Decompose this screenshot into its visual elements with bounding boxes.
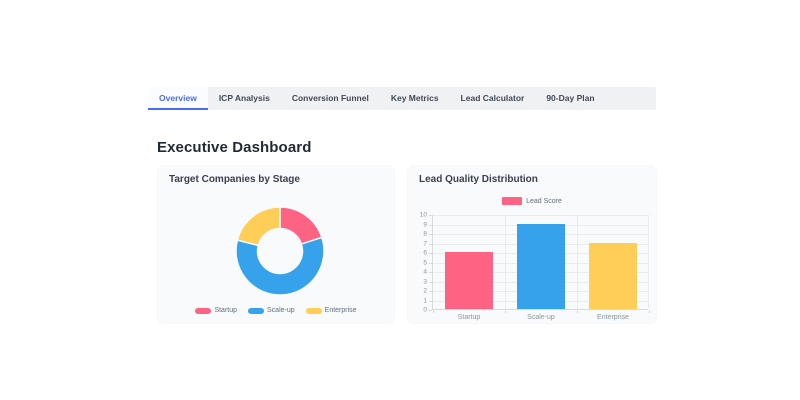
y-axis-label: 7	[423, 240, 427, 247]
gridline-horizontal	[433, 215, 648, 216]
donut-legend-item-enterprise[interactable]: Enterprise	[305, 307, 357, 314]
x-axis-tick	[505, 310, 506, 313]
bar-startup[interactable]	[445, 252, 493, 309]
legend-swatch-enterprise	[305, 307, 322, 314]
y-axis-label: 5	[423, 259, 427, 266]
y-axis-tick	[429, 291, 432, 292]
y-axis-label: 6	[423, 249, 427, 257]
bar-legend-label: Lead Score	[526, 197, 562, 205]
y-axis-label: 0	[423, 306, 427, 314]
bar-chart-plot-area: 0 1 2 3 4 5 6 7 8 9 10 Startup Scale-up Enterprise	[420, 212, 650, 321]
bar-chart-legend[interactable]: Lead Score	[408, 197, 656, 205]
bar-chart-title: Lead Quality Distribution	[419, 174, 538, 185]
donut-chart	[235, 206, 325, 296]
gridline-vertical	[577, 215, 578, 309]
y-axis-tick	[429, 262, 432, 264]
tab-overview[interactable]: Overview	[148, 87, 208, 110]
x-axis-label-startup: Startup	[457, 314, 481, 321]
y-axis-label: 4	[423, 268, 427, 276]
gridline-vertical	[505, 215, 506, 309]
donut-legend-item-startup[interactable]: Startup	[195, 307, 237, 314]
x-axis-tick	[577, 310, 578, 313]
x-axis-label-enterprise: Enterprise	[597, 314, 629, 321]
donut-chart-svg	[235, 206, 325, 296]
tab-bar: Overview ICP Analysis Conversion Funnel Key…	[148, 87, 656, 110]
legend-label: Enterprise	[324, 307, 357, 314]
page-title: Executive Dashboard	[157, 139, 312, 156]
y-axis-tick	[429, 215, 432, 216]
legend-label: Scale-up	[267, 307, 295, 314]
y-axis-tick	[429, 300, 432, 302]
legend-swatch-scale-up	[248, 307, 265, 314]
bar-scale-up[interactable]	[517, 223, 565, 309]
y-axis-tick	[429, 253, 432, 254]
bar-legend-swatch	[502, 197, 523, 205]
y-axis-label: 9	[423, 221, 427, 228]
y-axis-tick	[429, 243, 432, 245]
card-lead-quality: Lead Quality Distribution Lead Score 0 1 2…	[408, 166, 656, 323]
y-axis-label: 10	[419, 211, 427, 219]
y-axis-label: 8	[423, 230, 427, 238]
card-target-companies: Target Companies by Stage Startup Scale-u…	[158, 166, 394, 323]
bar-enterprise[interactable]	[589, 242, 637, 309]
x-axis-tick	[649, 310, 650, 313]
y-axis-tick	[429, 281, 432, 283]
tab-conversion-funnel[interactable]: Conversion Funnel	[291, 92, 369, 103]
y-axis-label: 2	[423, 287, 427, 295]
x-axis-tick	[433, 310, 434, 313]
y-axis-tick	[429, 272, 432, 273]
y-axis-tick	[429, 234, 432, 235]
y-axis-label: 1	[423, 297, 427, 304]
x-axis-label-scale-up: Scale-up	[527, 314, 555, 321]
tab-key-metrics[interactable]: Key Metrics	[390, 92, 439, 103]
y-axis-tick	[429, 224, 432, 226]
donut-segment-startup[interactable]	[279, 206, 323, 245]
donut-segment-enterprise[interactable]	[236, 206, 281, 247]
y-axis-label: 3	[423, 278, 427, 285]
donut-legend-item-scale-up[interactable]: Scale-up	[248, 307, 295, 314]
tab-lead-calculator[interactable]: Lead Calculator	[460, 92, 525, 103]
donut-segment-scale-up[interactable]	[235, 236, 325, 296]
donut-legend: Startup Scale-up Enterprise	[158, 307, 394, 314]
tab-90-day-plan[interactable]: 90-Day Plan	[546, 92, 595, 103]
legend-swatch-startup	[195, 307, 212, 314]
y-axis-tick	[429, 310, 432, 311]
legend-label: Startup	[214, 307, 238, 314]
gridline-vertical	[648, 215, 649, 309]
donut-chart-title: Target Companies by Stage	[169, 174, 300, 185]
tab-icp-analysis[interactable]: ICP Analysis	[218, 92, 270, 103]
